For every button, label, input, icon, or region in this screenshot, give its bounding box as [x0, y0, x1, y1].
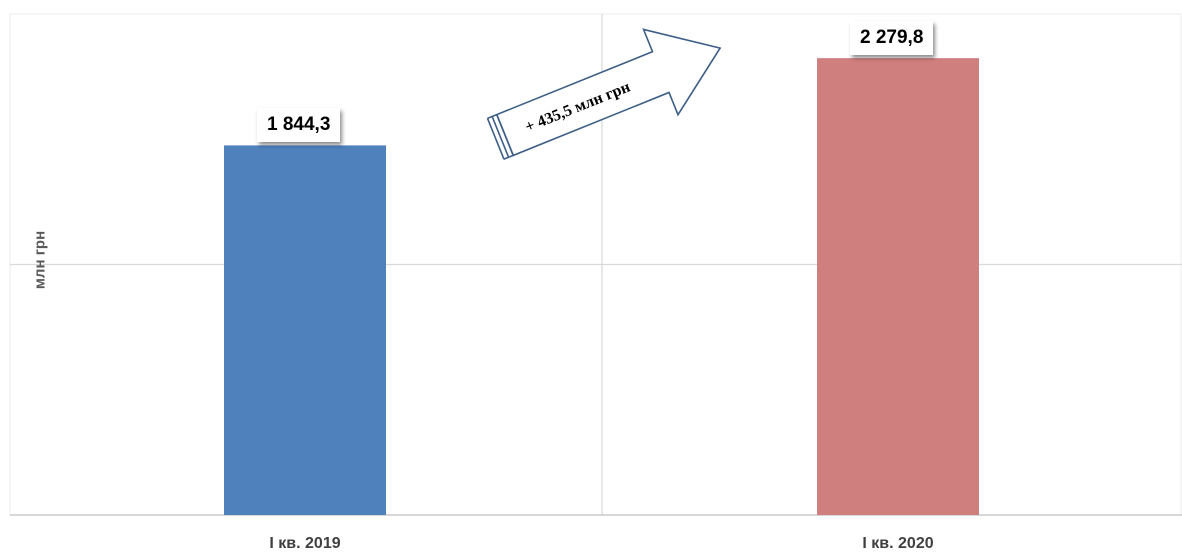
- arrow-tail-stripe-3: [496, 114, 514, 156]
- arrow-tail-top: [487, 113, 498, 120]
- increase-arrow: + 435,5 млн грн: [486, 28, 722, 160]
- arrow-tail-stripe-2: [491, 116, 510, 158]
- bar-1: [224, 145, 386, 515]
- arrow-body: [495, 28, 722, 157]
- category-label-1: I кв. 2019: [269, 535, 341, 552]
- arrow-tail-stripe-1: [486, 118, 505, 160]
- y-axis-title: млн грн: [20, 200, 60, 320]
- bar-2: [817, 58, 979, 515]
- increase-arrow-shape: + 435,5 млн грн: [486, 28, 722, 160]
- arrow-tail-bottom: [503, 154, 514, 160]
- data-label-2: 2 279,8: [850, 21, 934, 56]
- data-label-1: 1 844,3: [257, 108, 341, 143]
- bars: [224, 58, 979, 515]
- category-label-2: I кв. 2020: [862, 535, 934, 552]
- y-axis-title-text: млн грн: [31, 230, 49, 290]
